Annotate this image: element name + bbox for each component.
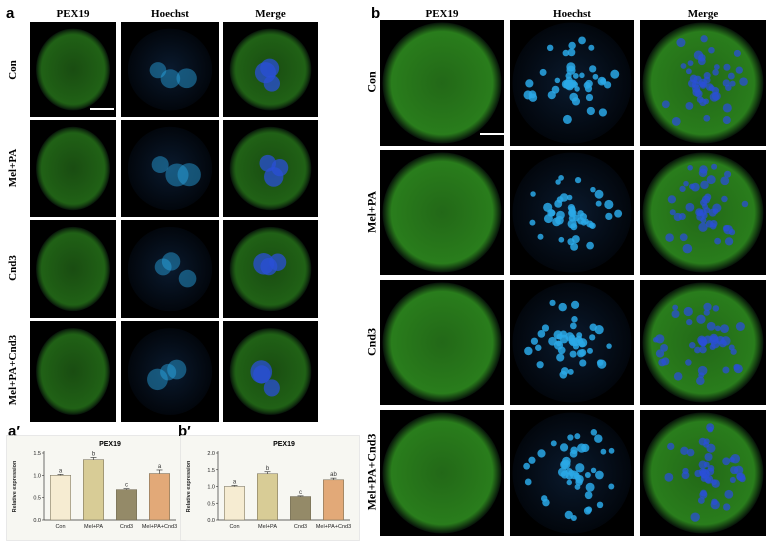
panel-a-col-hoechst: Hoechst [151, 8, 189, 20]
chart-0-xtick-label-3: Mel+PA+Cnd3 [142, 524, 177, 530]
chart-1-ytick-label: 1.5 [207, 468, 215, 474]
chart-0-bar-2 [116, 489, 137, 521]
chart-0-sig-letter-1: b [92, 451, 96, 457]
panel-a-micrograph-con-merge [223, 22, 318, 117]
panel-a-micrograph-mel-pa-cnd3-pex19 [30, 321, 116, 422]
chart-0-xtick-label-2: Cnd3 [120, 524, 133, 530]
panel-a-row-melpa: Mel+PA [7, 148, 19, 188]
panel-a-micrograph-mel-pa-cnd3-merge [223, 321, 318, 422]
panel-b-micrograph-mel-pa-cnd3-merge [640, 410, 766, 536]
panel-b-col-merge: Merge [687, 8, 719, 20]
panel-b-micrograph-mel-pa-cnd3-hoechst [510, 410, 634, 536]
chart-1-sig-letter-1: b [266, 466, 270, 472]
panel-a-col-pex19: PEX19 [56, 8, 90, 20]
panel-a-micrograph-mel-pa-pex19 [30, 120, 116, 217]
chart-0-bar-0 [50, 475, 71, 521]
panel-a-col-merge: Merge [255, 8, 286, 20]
panel-b-micrograph-cnd3-hoechst [510, 280, 634, 405]
chart-1-sig-letter-2: c [299, 490, 302, 496]
panel-b-micrograph-cnd3-merge [640, 280, 766, 405]
panel-b-scale-bar [480, 133, 504, 135]
chart-1-bar-1 [257, 473, 278, 521]
panel-b-col-hoechst: Hoechst [553, 8, 591, 20]
panel-a-micrograph-mel-pa-hoechst [121, 120, 219, 217]
panel-b-col-pex19: PEX19 [425, 8, 459, 20]
panel-a-prime-letter: a′ [8, 423, 20, 440]
panel-b-row-combo: Mel+PA+Cnd3 [364, 433, 379, 511]
panel-b-micrograph-mel-pa-merge [640, 150, 766, 275]
chart-0-sig-letter-0: a [59, 468, 63, 474]
panel-b-micrograph-con-pex19 [380, 20, 504, 146]
panel-a-micrograph-con-pex19 [30, 22, 116, 117]
chart-0-ytick-label: 0.5 [33, 496, 41, 502]
chart-0-ylabel: Relative expression [12, 460, 18, 512]
chart-0-title: PEX19 [99, 441, 121, 448]
chart-0-xtick-label-0: Con [55, 524, 65, 530]
chart-1-bar-2 [290, 496, 311, 521]
panel-b-micrograph-cnd3-pex19 [380, 280, 504, 405]
bar-chart-b-prime: PEX19 Relative expression 0.0 0.5 1.0 1.5 2.0 a… [180, 435, 360, 541]
panel-b-micrograph-mel-pa-hoechst [510, 150, 634, 275]
panel-a-row-cnd3: Cnd3 [7, 255, 19, 281]
bar-chart-a-prime: PEX19 Relative expression 0.0 0.5 1.0 1.5 a Con… [6, 435, 186, 541]
panel-b-letter: b [371, 5, 381, 22]
panel-b-row-cnd3: Cnd3 [364, 327, 379, 357]
chart-0-bar-1 [83, 459, 104, 521]
chart-0-ytick-label: 1.0 [33, 473, 41, 479]
chart-0-ytick-label: 1.5 [33, 451, 41, 457]
panel-b-micrograph-con-merge [640, 20, 766, 146]
chart-1-ytick-label: 0.0 [207, 518, 215, 524]
panel-b-row-melpa: Mel+PA [364, 191, 379, 233]
panel-a-micrograph-mel-pa-merge [223, 120, 318, 217]
panel-a-row-combo: Mel+PA+Cnd3 [7, 334, 19, 406]
chart-1-xtick-label-0: Con [229, 524, 239, 530]
chart-1-xtick-label-1: Mel+PA [258, 524, 277, 530]
chart-1-ytick-label: 0.5 [207, 501, 215, 507]
panel-a-micrograph-con-hoechst [121, 22, 219, 117]
chart-0-ytick-label: 0.0 [33, 518, 41, 524]
panel-a-micrograph-cnd3-merge [223, 220, 318, 318]
panel-a-scale-bar [90, 108, 114, 110]
chart-1-xtick-label-2: Cnd3 [294, 524, 307, 530]
panel-b-micrograph-mel-pa-pex19 [380, 150, 504, 275]
panel-a-letter: a [6, 5, 15, 22]
chart-1-bar-0 [224, 486, 245, 521]
chart-0-sig-letter-2: c [125, 483, 128, 489]
chart-1-sig-letter-3: ab [330, 472, 337, 478]
chart-1-ytick-label: 1.0 [207, 485, 215, 491]
panel-b-micrograph-mel-pa-cnd3-pex19 [380, 410, 504, 536]
panel-b-micrograph-con-hoechst [510, 20, 634, 146]
panel-a-row-con: Con [7, 60, 19, 80]
chart-1-ylabel: Relative expression [186, 460, 192, 512]
chart-0-sig-letter-3: a [158, 464, 162, 470]
panel-b-row-con: Con [364, 71, 379, 93]
panel-a-micrograph-cnd3-hoechst [121, 220, 219, 318]
chart-1-sig-letter-0: a [233, 479, 237, 485]
chart-1-xtick-label-3: Mel+PA+Cnd3 [316, 524, 351, 530]
panel-a-micrograph-mel-pa-cnd3-hoechst [121, 321, 219, 422]
chart-0-xtick-label-1: Mel+PA [84, 524, 103, 530]
chart-1-title: PEX19 [273, 441, 295, 448]
chart-0-bar-3 [149, 473, 170, 521]
chart-1-ytick-label: 2.0 [207, 451, 215, 457]
chart-1-bar-3 [323, 479, 344, 521]
panel-a-micrograph-cnd3-pex19 [30, 220, 116, 318]
